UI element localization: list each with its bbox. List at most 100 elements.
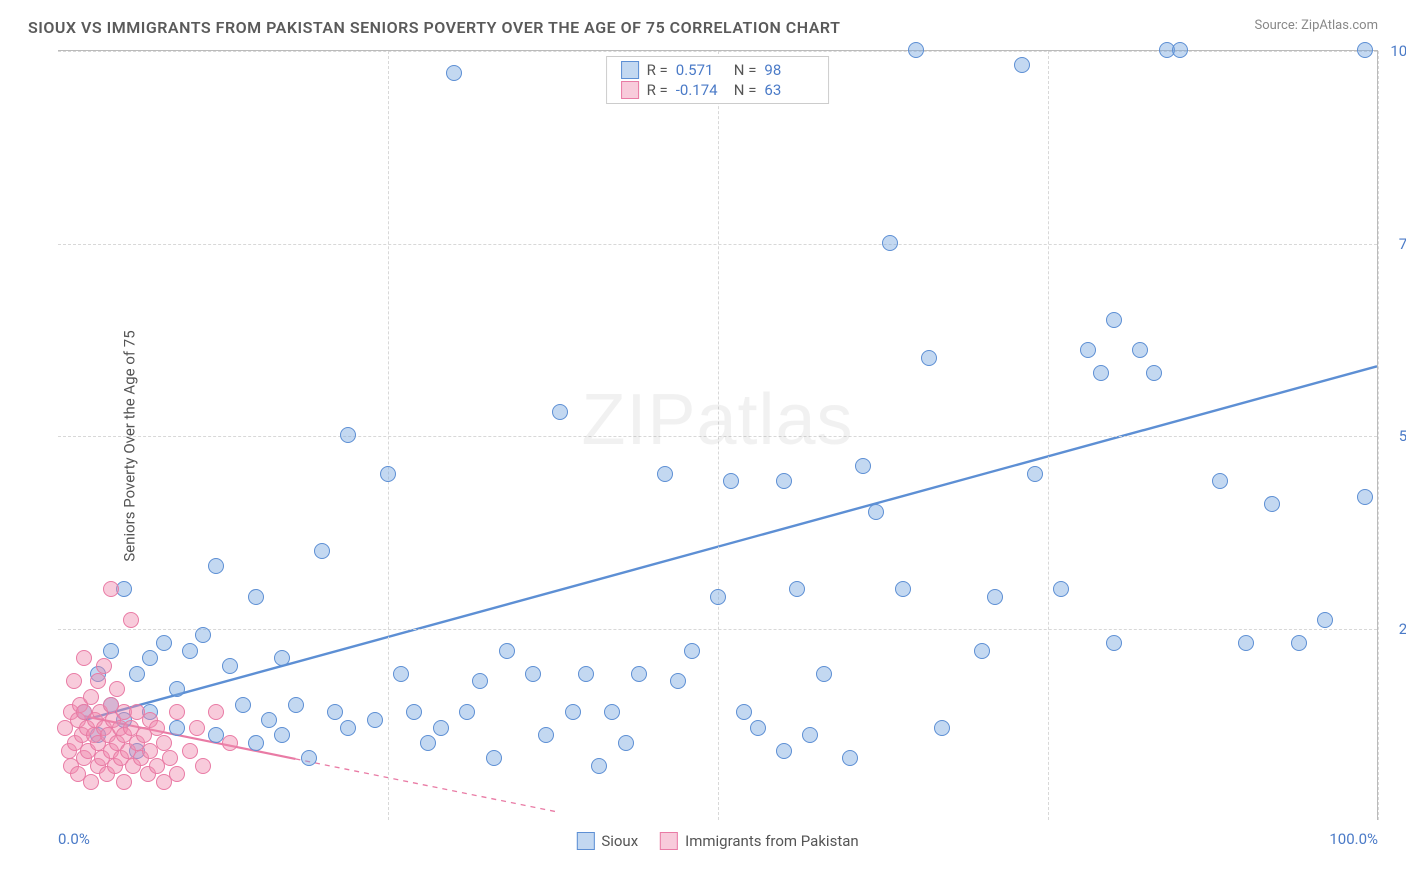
data-point	[921, 350, 937, 366]
data-point	[538, 727, 554, 743]
data-point	[446, 65, 462, 81]
data-point	[1212, 473, 1228, 489]
n-value: 98	[764, 61, 814, 79]
data-point	[182, 743, 198, 759]
data-point	[895, 581, 911, 597]
x-tick-label: 100.0%	[1329, 830, 1378, 848]
data-point	[1014, 57, 1030, 73]
data-point	[83, 774, 99, 790]
data-point	[340, 427, 356, 443]
legend-swatch	[621, 61, 639, 79]
data-point	[235, 697, 251, 713]
data-point	[1080, 342, 1096, 358]
r-value: 0.571	[676, 61, 726, 79]
data-point	[116, 774, 132, 790]
data-point	[314, 543, 330, 559]
y-tick-label: 50.0%	[1384, 427, 1406, 445]
data-point	[631, 666, 647, 682]
gridline-vertical	[718, 51, 719, 820]
data-point	[327, 704, 343, 720]
data-point	[842, 750, 858, 766]
trend-line	[84, 366, 1377, 720]
data-point	[776, 743, 792, 759]
data-point	[96, 658, 112, 674]
data-point	[103, 581, 119, 597]
data-point	[156, 635, 172, 651]
data-point	[208, 704, 224, 720]
data-point	[618, 735, 634, 751]
data-point	[149, 720, 165, 736]
data-point	[1357, 42, 1373, 58]
n-label: N =	[734, 81, 757, 99]
data-point	[578, 666, 594, 682]
data-point	[723, 473, 739, 489]
data-point	[433, 720, 449, 736]
data-point	[525, 666, 541, 682]
data-point	[1317, 612, 1333, 628]
data-point	[1093, 365, 1109, 381]
n-value: 63	[764, 81, 814, 99]
data-point	[657, 466, 673, 482]
data-point	[393, 666, 409, 682]
data-point	[459, 704, 475, 720]
data-point	[274, 650, 290, 666]
plot-area: ZIPatlas R =0.571N =98R =-0.174N =63 Sio…	[58, 50, 1378, 820]
data-point	[340, 720, 356, 736]
data-point	[1291, 635, 1307, 651]
data-point	[987, 589, 1003, 605]
data-point	[301, 750, 317, 766]
data-point	[83, 689, 99, 705]
data-point	[189, 720, 205, 736]
data-point	[162, 750, 178, 766]
data-point	[169, 766, 185, 782]
data-point	[380, 466, 396, 482]
data-point	[129, 666, 145, 682]
gridline-vertical	[388, 51, 389, 820]
trend-line-dashed	[295, 759, 559, 812]
gridline-vertical	[1048, 51, 1049, 820]
legend-label: Sioux	[601, 832, 638, 850]
source-label: Source: ZipAtlas.com	[1254, 18, 1378, 33]
data-point	[208, 558, 224, 574]
data-point	[274, 727, 290, 743]
data-point	[684, 643, 700, 659]
legend-swatch	[621, 81, 639, 99]
data-point	[123, 612, 139, 628]
data-point	[90, 673, 106, 689]
legend-row: R =-0.174N =63	[621, 81, 815, 99]
data-point	[169, 720, 185, 736]
data-point	[974, 643, 990, 659]
data-point	[1106, 312, 1122, 328]
data-point	[499, 643, 515, 659]
data-point	[1106, 635, 1122, 651]
data-point	[222, 735, 238, 751]
data-point	[882, 235, 898, 251]
data-point	[1357, 489, 1373, 505]
y-tick-label: 100.0%	[1384, 42, 1406, 60]
data-point	[802, 727, 818, 743]
data-point	[591, 758, 607, 774]
data-point	[604, 704, 620, 720]
data-point	[855, 458, 871, 474]
data-point	[816, 666, 832, 682]
data-point	[750, 720, 766, 736]
data-point	[565, 704, 581, 720]
legend-item: Sioux	[576, 832, 638, 850]
data-point	[169, 704, 185, 720]
data-point	[195, 627, 211, 643]
data-point	[934, 720, 950, 736]
data-point	[420, 735, 436, 751]
data-point	[868, 504, 884, 520]
data-point	[248, 589, 264, 605]
data-point	[736, 704, 752, 720]
legend-row: R =0.571N =98	[621, 61, 815, 79]
data-point	[1053, 581, 1069, 597]
legend-swatch	[660, 832, 678, 850]
data-point	[169, 681, 185, 697]
r-label: R =	[647, 81, 668, 99]
data-point	[552, 404, 568, 420]
data-point	[1146, 365, 1162, 381]
legend-label: Immigrants from Pakistan	[685, 832, 859, 850]
data-point	[182, 643, 198, 659]
data-point	[776, 473, 792, 489]
